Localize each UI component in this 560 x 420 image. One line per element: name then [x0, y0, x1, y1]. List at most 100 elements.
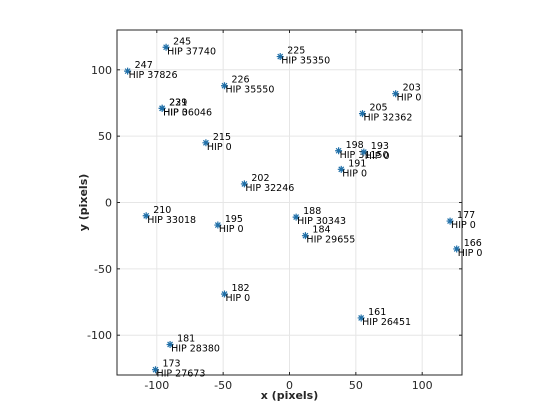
y-tick-label: 50	[98, 130, 112, 143]
asterisk-marker	[166, 340, 174, 348]
asterisk-marker	[360, 148, 368, 156]
point-id-label: 203	[403, 83, 421, 94]
point-id-label: 202	[251, 173, 269, 184]
point-name-label: HIP 0	[365, 151, 390, 162]
point-id-label: 173	[162, 359, 180, 370]
asterisk-marker	[301, 232, 309, 240]
point-id-label: 205	[369, 103, 387, 114]
point-id-label: 229	[169, 97, 187, 108]
asterisk-marker	[142, 212, 150, 220]
point-id-label: 231	[169, 97, 187, 108]
point-id-label: 166	[464, 238, 482, 249]
point-id-label: 226	[231, 75, 249, 86]
grid	[117, 30, 462, 375]
x-axis-label: x (pixels)	[261, 389, 319, 402]
ticks: -100 -50 0 50 100 -100 -50 0 50 100	[87, 30, 462, 392]
point-id-label: 193	[371, 141, 389, 152]
point-id-label: 245	[173, 36, 191, 47]
point-id-label: 181	[177, 333, 195, 344]
point-name-label: HIP 26451	[362, 317, 411, 328]
point-id-label: 225	[287, 46, 305, 57]
point-name-label: HIP 35550	[225, 85, 274, 96]
point-name-label: HIP 29655	[306, 235, 355, 246]
point-name-label: HIP 32362	[363, 113, 412, 124]
asterisk-marker	[446, 217, 454, 225]
point-name-label: HIP 0	[163, 107, 188, 118]
point-id-label: 215	[213, 132, 231, 143]
point-name-label: HIP 0	[342, 168, 367, 179]
x-tick-label: 50	[349, 379, 363, 392]
point-name-label: HIP 37740	[167, 46, 216, 57]
point-name-label: HIP 36046	[163, 107, 212, 118]
y-axis-label: y (pixels)	[77, 174, 90, 232]
x-tick-label: 100	[412, 379, 433, 392]
point-name-label: HIP 27673	[156, 369, 205, 380]
point-id-label: 184	[312, 225, 330, 236]
point-name-label: HIP 0	[219, 224, 244, 235]
x-tick-label: 0	[286, 379, 293, 392]
y-tick-label: 0	[105, 197, 112, 210]
asterisk-marker	[357, 314, 365, 322]
asterisk-marker	[158, 104, 166, 112]
point-id-label: 182	[231, 283, 249, 294]
point-name-label: HIP 0	[458, 248, 483, 259]
asterisk-marker	[162, 43, 170, 51]
asterisk-marker	[358, 110, 366, 118]
asterisk-marker	[151, 366, 159, 374]
point-name-label: HIP 0	[207, 142, 232, 153]
asterisk-marker	[335, 147, 343, 155]
point-id-label: 188	[303, 206, 321, 217]
asterisk-marker	[240, 180, 248, 188]
point-id-label: 191	[348, 158, 366, 169]
point-id-label: 195	[225, 214, 243, 225]
asterisk-marker	[220, 290, 228, 298]
point-name-label: HIP 0	[451, 220, 476, 231]
point-name-label: HIP 37826	[129, 70, 178, 81]
x-tick-label: -50	[214, 379, 232, 392]
point-id-label: 198	[346, 140, 364, 151]
asterisk-marker	[276, 53, 284, 61]
point-name-label: HIP 28380	[171, 343, 220, 354]
y-tick-label: -100	[87, 329, 112, 342]
point-name-label: HIP 30343	[297, 216, 346, 227]
x-tick-label: -100	[144, 379, 169, 392]
point-id-label: 161	[368, 307, 386, 318]
asterisk-marker	[392, 90, 400, 98]
asterisk-marker	[124, 67, 132, 75]
y-tick-label: -50	[94, 263, 112, 276]
point-id-label: 177	[457, 210, 475, 221]
asterisk-marker	[292, 213, 300, 221]
point-name-label: HIP 33018	[147, 215, 196, 226]
asterisk-marker	[453, 245, 461, 253]
point-name-label: HIP 35350	[281, 56, 330, 67]
point-name-label: HIP 32246	[245, 183, 294, 194]
point-id-label: 247	[135, 60, 153, 71]
point-name-label: HIP 0	[225, 293, 250, 304]
y-tick-label: 100	[91, 64, 112, 77]
asterisk-marker	[220, 82, 228, 90]
point-name-label: HIP 0	[397, 93, 422, 104]
asterisk-marker	[337, 165, 345, 173]
